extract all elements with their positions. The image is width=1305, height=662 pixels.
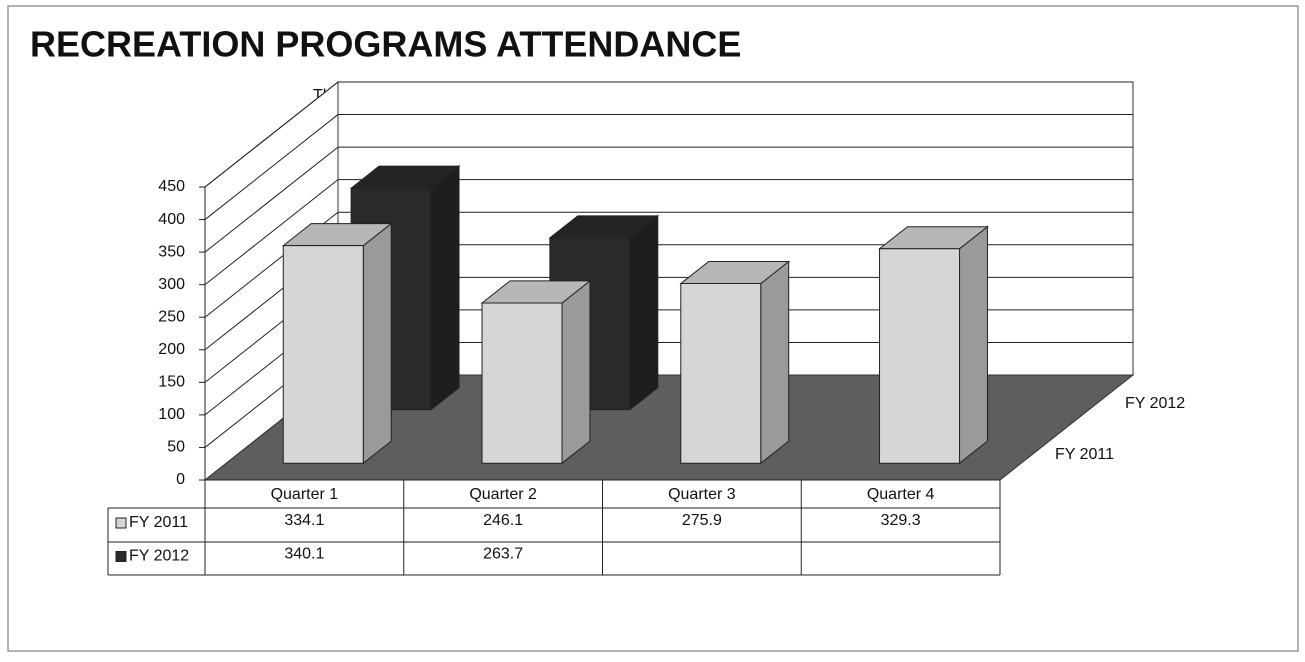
y-tick-label: 400 — [158, 211, 185, 228]
y-tick-label: 350 — [158, 243, 185, 260]
grid-line — [204, 211, 1133, 318]
bar — [878, 225, 989, 465]
bar-side — [760, 260, 790, 465]
grid-line — [204, 114, 1133, 220]
bar-front — [282, 245, 364, 464]
x-tick-label: Quarter 1 — [271, 486, 339, 503]
table-value: 334.1 — [284, 512, 324, 529]
legend-swatch — [115, 551, 127, 562]
grid-line — [204, 81, 1133, 188]
bar-front — [879, 248, 961, 464]
bar-side — [561, 279, 591, 465]
y-tick-label: 200 — [158, 341, 185, 358]
y-tick-label: 250 — [158, 308, 185, 325]
y-tick-label: 150 — [158, 374, 185, 391]
grid-line — [204, 146, 1133, 253]
bar-side — [430, 165, 460, 411]
y-tick-label: 0 — [176, 471, 185, 488]
table-value: 246.1 — [483, 512, 523, 529]
grid-line — [204, 179, 1133, 286]
bar-front — [680, 283, 762, 464]
x-tick-label: Quarter 3 — [668, 486, 736, 503]
bar — [480, 279, 592, 465]
bar — [281, 222, 393, 465]
table-value: 329.3 — [881, 512, 921, 529]
depth-label: FY 2011 — [1055, 446, 1114, 463]
x-tick-label: Quarter 4 — [867, 486, 935, 503]
depth-label: FY 2012 — [1125, 395, 1185, 412]
table-value: 263.7 — [483, 546, 523, 563]
chart-title: RECREATION PROGRAMS ATTENDANCE — [30, 24, 741, 65]
x-tick-label: Quarter 2 — [469, 486, 537, 503]
bar-side — [629, 214, 659, 411]
legend-swatch — [115, 517, 127, 529]
y-tick-label: 300 — [158, 276, 185, 293]
bar-side — [959, 225, 988, 465]
y-tick-label: 450 — [158, 178, 185, 195]
table-value: 340.1 — [284, 546, 324, 563]
table-value: 275.9 — [682, 512, 722, 529]
legend-label: FY 2012 — [129, 548, 189, 565]
y-tick-label: 100 — [158, 406, 185, 423]
bar-front — [481, 302, 563, 464]
y-tick-label: 50 — [167, 439, 185, 456]
bar-side — [362, 222, 392, 465]
bar — [679, 260, 791, 465]
legend-label: FY 2011 — [129, 514, 188, 531]
